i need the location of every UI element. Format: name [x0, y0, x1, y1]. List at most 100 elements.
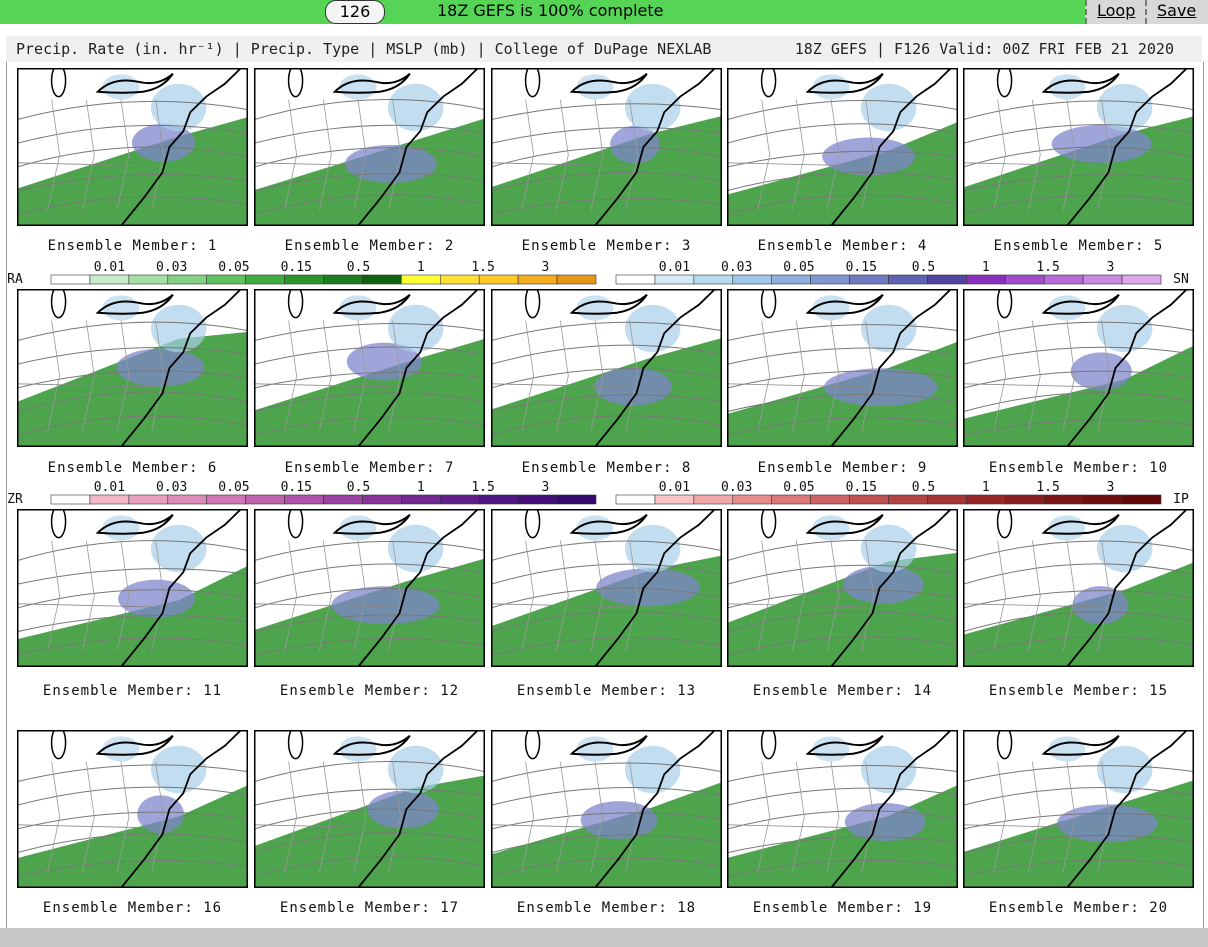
isobar: [254, 637, 485, 656]
border-line: [491, 383, 630, 388]
light-snow: [860, 524, 917, 573]
panel-label: Ensemble Member: 16: [43, 900, 222, 916]
legend-swatch: [206, 274, 246, 285]
state-line: [757, 761, 771, 873]
legend-label: 1.5: [1036, 260, 1059, 275]
map-panel: [17, 509, 248, 667]
legend-label: 1.5: [1036, 480, 1059, 495]
state-line: [1027, 540, 1041, 652]
lake: [805, 513, 884, 535]
light-snow: [339, 74, 377, 100]
lake: [760, 289, 777, 319]
state-line: [590, 99, 604, 211]
isobar: [727, 810, 958, 830]
isobar: [17, 859, 248, 877]
legend-swatch: [1043, 494, 1084, 505]
isobar: [254, 371, 485, 389]
border-line: [727, 603, 866, 608]
legend-swatch: [771, 494, 811, 505]
coastline: [1066, 730, 1188, 888]
border-line: [254, 603, 393, 608]
legend-code: IP: [1173, 492, 1189, 507]
state-line: [757, 99, 771, 211]
state-line: [47, 320, 61, 432]
isobar: [254, 761, 485, 783]
isobar: [254, 124, 485, 144]
panel-label: Ensemble Member: 5: [994, 238, 1164, 254]
state-line: [151, 540, 165, 652]
panel-label: Ensemble Member: 15: [989, 683, 1168, 699]
map-frame: [254, 730, 485, 888]
isobar: [17, 174, 248, 192]
legend-swatch: [284, 274, 324, 285]
status-text: 18Z GEFS is 100% complete: [437, 1, 664, 20]
state-line: [590, 320, 604, 432]
snow-area: [610, 125, 660, 164]
isobar: [17, 321, 248, 342]
coastline: [594, 730, 716, 888]
legend-label: 0.15: [281, 260, 312, 275]
coastline: [1066, 509, 1188, 667]
map-panel: [254, 509, 485, 667]
map-frame: [491, 730, 722, 888]
isobar: [491, 146, 722, 168]
state-line: [318, 761, 332, 873]
coastline: [120, 730, 242, 888]
map-panel: [17, 730, 248, 888]
lake: [760, 730, 777, 760]
isobar: [727, 787, 958, 806]
legend-swatch: [693, 274, 734, 285]
state-line: [555, 320, 569, 432]
map-header: Precip. Rate (in. hr⁻¹) | Precip. Type |…: [6, 36, 1202, 62]
state-line: [521, 540, 535, 652]
frame-counter[interactable]: 126: [325, 0, 385, 24]
isobar: [963, 100, 1194, 121]
map-frame: [17, 509, 248, 667]
isobar: [491, 368, 722, 389]
panel-label: Ensemble Member: 9: [758, 460, 928, 476]
border-line: [963, 824, 1102, 829]
legend-label: 0.15: [281, 480, 312, 495]
map-panel: [963, 68, 1194, 226]
isobar: [963, 859, 1194, 877]
button-group: Loop Save: [1085, 0, 1208, 24]
light-snow: [860, 304, 917, 353]
header-left: Precip. Rate (in. hr⁻¹) | Precip. Type |…: [16, 40, 712, 58]
isobar: [491, 415, 722, 436]
isobar: [17, 637, 248, 656]
legend-swatch: [810, 274, 850, 285]
slider-bar: [0, 928, 1208, 947]
legend-label: 0.03: [156, 480, 187, 495]
loop-button[interactable]: Loop: [1097, 1, 1136, 20]
state-line: [826, 761, 840, 873]
state-line: [791, 540, 805, 652]
state-line: [47, 761, 61, 873]
border-line: [17, 383, 156, 388]
light-snow: [812, 515, 850, 541]
legend-label: 0.03: [721, 260, 752, 275]
isobar: [17, 391, 248, 413]
legend-swatch: [1121, 494, 1162, 505]
isobar: [963, 787, 1194, 806]
lake: [50, 68, 67, 98]
legend-code: ZR: [7, 492, 23, 507]
lake: [524, 68, 541, 98]
isobar: [491, 344, 722, 365]
map-panel: [491, 289, 722, 447]
legend-swatch: [927, 274, 967, 285]
isobar: [254, 147, 485, 168]
isobar: [727, 611, 958, 633]
isobar: [17, 124, 248, 144]
state-line: [826, 99, 840, 211]
save-button[interactable]: Save: [1157, 1, 1197, 20]
state-line: [993, 320, 1007, 432]
state-line: [555, 540, 569, 652]
map-frame: [491, 68, 722, 226]
panel-label: Ensemble Member: 20: [989, 900, 1168, 916]
isobar: [727, 171, 958, 192]
legend-label: 0.01: [659, 260, 690, 275]
coastline: [830, 289, 952, 447]
map-panel: [963, 509, 1194, 667]
isobar: [727, 589, 958, 609]
state-line: [1062, 320, 1076, 432]
